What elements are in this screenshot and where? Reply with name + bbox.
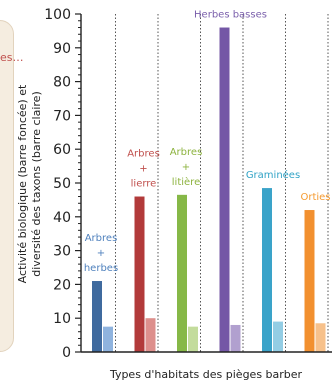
y-tick-label: 100 <box>44 7 71 23</box>
category-label: Arbres <box>170 147 203 158</box>
category-label: Herbes basses <box>194 10 267 21</box>
bar-dark <box>92 281 102 352</box>
gridlines <box>115 14 329 352</box>
y-tick-label: 10 <box>53 311 71 327</box>
bar-dark <box>219 27 230 353</box>
category-label: + <box>139 164 147 175</box>
category-label: lierre <box>131 179 157 190</box>
y-tick-label: 30 <box>53 244 71 260</box>
y-tick-label: 40 <box>53 210 71 226</box>
bar-light <box>103 326 113 352</box>
bar-light <box>315 323 326 352</box>
bar-light <box>230 324 241 352</box>
category-label: Arbres <box>85 233 118 244</box>
y-axis-label-line-2: diversité des taxons (barre claire) <box>30 91 43 276</box>
category-label: herbes <box>84 263 118 274</box>
category-label: Orties <box>300 192 330 203</box>
bars <box>92 27 326 353</box>
bar-light <box>188 326 198 352</box>
bar-dark <box>304 210 315 352</box>
category-label: + <box>182 162 190 173</box>
x-axis-label: Types d'habitats des pièges barber <box>109 368 303 380</box>
category-label: litière <box>172 176 200 188</box>
y-tick-label: 90 <box>53 41 71 57</box>
y-tick-label: 20 <box>53 277 71 293</box>
category-label: + <box>97 248 105 259</box>
y-tick-label: 0 <box>62 345 71 361</box>
y-tick-label: 80 <box>53 75 71 91</box>
bar-light <box>145 318 156 352</box>
y-tick-label: 50 <box>53 176 71 192</box>
y-tick-label: 60 <box>53 142 71 158</box>
category-label: Graminées <box>246 169 300 181</box>
y-axis-label-line-1: Activité biologique (barre foncée) et <box>16 84 29 283</box>
bar-dark <box>177 194 187 352</box>
partial-left-text: es… <box>0 51 24 64</box>
bar-dark <box>134 196 145 352</box>
bar-light <box>273 321 283 352</box>
labels: 0 10 20 30 40 50 60 70 80 90 100 Arbres + herbes Arbre… <box>44 7 330 361</box>
bar-dark <box>262 188 272 352</box>
axes <box>75 13 332 353</box>
y-tick-label: 70 <box>53 108 71 124</box>
category-label: Arbres <box>127 149 160 160</box>
